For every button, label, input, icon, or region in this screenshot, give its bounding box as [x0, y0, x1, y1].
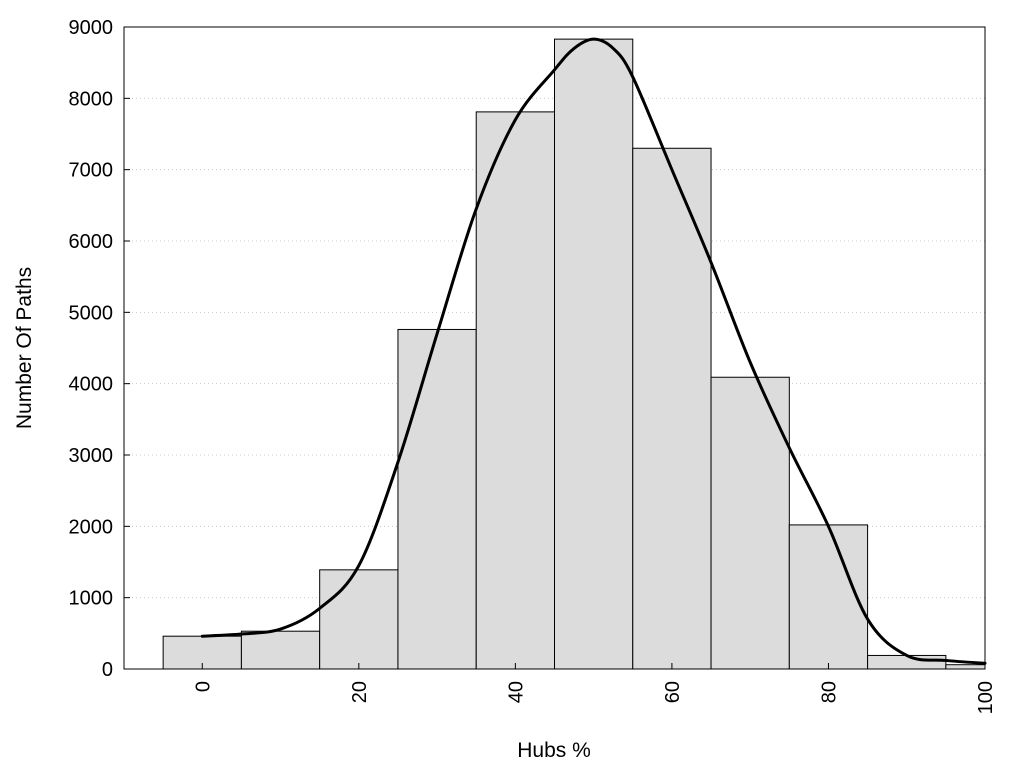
y-tick-label: 6000 — [69, 231, 114, 253]
y-axis-title: Number Of Paths — [13, 267, 36, 429]
y-tick-label: 2000 — [69, 516, 114, 538]
x-tick-label: 80 — [818, 681, 840, 703]
density-curve — [200, 37, 987, 665]
density-curve-group — [200, 37, 987, 665]
histogram-bars — [162, 38, 986, 670]
histogram-bar — [945, 664, 986, 670]
x-tick-label: 0 — [192, 681, 214, 692]
x-axis-ticks: 0 20 40 60 80 100 — [192, 663, 997, 714]
histogram-bar — [710, 376, 790, 670]
histogram-bar — [397, 328, 477, 670]
y-tick-label: 9000 — [69, 17, 114, 39]
x-tick-label: 20 — [349, 681, 371, 703]
y-axis-ticks: 0 1000 2000 3000 4000 5000 6000 7000 8000 9000 — [69, 17, 130, 681]
y-tick-label: 1000 — [69, 588, 114, 610]
histogram-bar — [867, 654, 947, 670]
y-tick-label: 3000 — [69, 445, 114, 467]
histogram-bar — [554, 38, 634, 670]
x-tick-label: 60 — [662, 681, 684, 703]
plot-area-frame — [123, 26, 986, 670]
histogram-bar — [240, 630, 321, 670]
y-tick-label: 5000 — [69, 302, 114, 324]
y-tick-label: 4000 — [69, 374, 114, 396]
y-tick-label: 7000 — [69, 160, 114, 182]
y-tick-label: 0 — [102, 659, 113, 681]
y-tick-label: 8000 — [69, 88, 114, 110]
histogram-bar — [319, 569, 399, 670]
x-tick-label: 40 — [505, 681, 527, 703]
histogram-bar — [632, 147, 712, 670]
histogram-bar — [475, 111, 555, 670]
x-tick-label: 100 — [975, 681, 997, 714]
x-axis-title: Hubs % — [517, 739, 591, 762]
